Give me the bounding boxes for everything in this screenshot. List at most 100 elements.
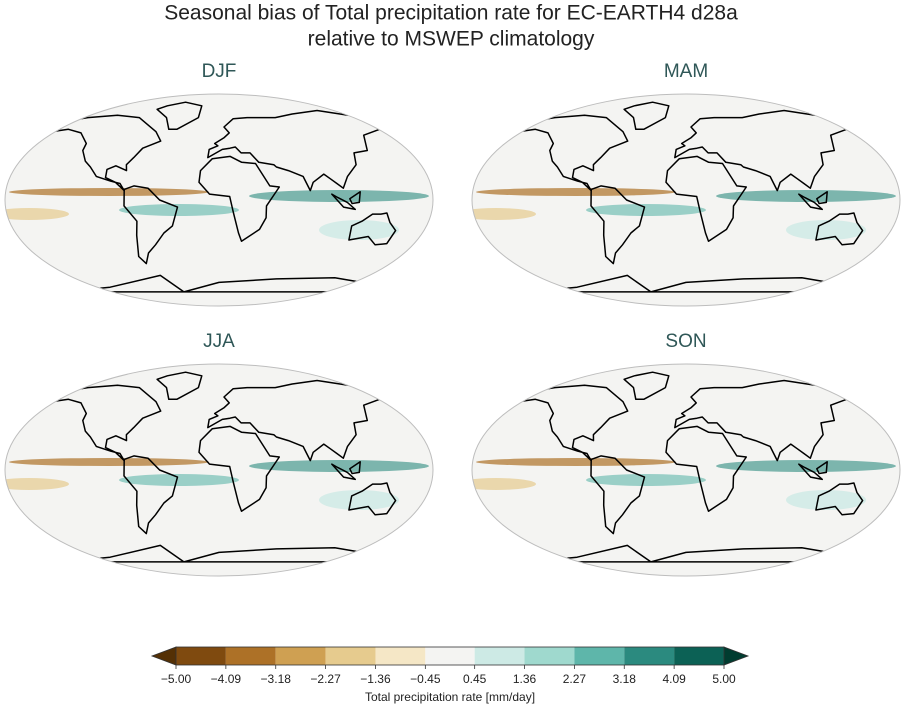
panel-title: SON: [665, 331, 706, 352]
bias-band: [586, 474, 706, 486]
bias-band: [249, 460, 429, 472]
coastline: [517, 384, 629, 462]
bias-band: [249, 190, 429, 202]
colorbar-bin: [375, 647, 426, 665]
colorbar-tick-label: −5.00: [161, 672, 192, 686]
map-field: [5, 101, 429, 293]
colorbar-tick-label: 5.00: [712, 672, 736, 686]
panel-title: DJF: [202, 61, 237, 82]
coastline: [348, 482, 397, 516]
map-background: [472, 364, 900, 576]
map-panel: JJA: [4, 331, 434, 577]
map-border: [471, 93, 901, 307]
colorbar-bin: [574, 647, 625, 665]
colorbar-bin: [524, 647, 575, 665]
colorbar-tick-label: −0.45: [410, 672, 441, 686]
colorbar-tick-label: 3.18: [613, 672, 637, 686]
coastline: [816, 461, 828, 475]
colorbar-under: [150, 646, 177, 666]
bias-band: [119, 204, 239, 216]
colorbar-tick-label: −3.18: [261, 672, 292, 686]
colorbar-tick-label: 1.36: [513, 672, 537, 686]
colorbar-bin: [674, 647, 724, 665]
map-panel: MAM: [471, 61, 901, 307]
coastline: [156, 101, 203, 131]
title-line: Seasonal bias of Total precipitation rat…: [164, 2, 738, 25]
bias-band: [716, 190, 896, 202]
panel-title: JJA: [203, 331, 235, 352]
panel-title: MAM: [664, 61, 708, 82]
coastline: [623, 101, 670, 131]
colorbar-label: Total precipitation rate [mm/day]: [365, 690, 535, 704]
colorbar-frame: [175, 646, 725, 666]
map-background: [472, 94, 900, 306]
title-line: relative to MSWEP climatology: [308, 28, 595, 51]
colorbar-over: [723, 646, 750, 666]
coastline: [590, 185, 646, 265]
bias-band: [9, 458, 209, 466]
colorbar-tick-label: −2.27: [310, 672, 341, 686]
colorbar-tick-label: 4.09: [662, 672, 686, 686]
map-panel: SON: [471, 331, 901, 577]
coastline: [674, 109, 861, 192]
coastline: [198, 425, 281, 512]
coastline: [331, 193, 357, 211]
coastline: [198, 155, 281, 242]
bias-band: [9, 188, 209, 196]
coastline: [156, 371, 203, 401]
colorbar-bin: [624, 647, 675, 665]
coastline: [798, 463, 824, 481]
coastline: [50, 384, 162, 462]
coastline: [798, 193, 824, 211]
map-background: [5, 364, 433, 576]
map-border: [4, 363, 434, 577]
coastline: [331, 463, 357, 481]
colorbar-tick-label: −4.09: [211, 672, 242, 686]
bias-band: [586, 204, 706, 216]
coastline: [674, 379, 861, 462]
map-background: [5, 94, 433, 306]
coastline: [815, 482, 864, 516]
bias-band: [5, 208, 69, 220]
colorbar-tick-label: 0.45: [463, 672, 487, 686]
map-panel: DJF: [4, 61, 434, 307]
colorbar-tick-label: 2.27: [563, 672, 587, 686]
colorbar-bin: [275, 647, 326, 665]
coastline: [123, 455, 179, 535]
coastline: [123, 185, 179, 265]
map-field: [472, 101, 896, 293]
coastline: [816, 191, 828, 205]
colorbar-bin: [325, 647, 376, 665]
bias-band: [476, 458, 676, 466]
map-field: [5, 371, 429, 563]
coastline: [50, 114, 162, 192]
bias-band: [476, 188, 676, 196]
bias-band: [786, 220, 866, 240]
bias-band: [119, 474, 239, 486]
bias-band: [716, 460, 896, 472]
bias-band: [319, 220, 399, 240]
bias-band: [472, 208, 536, 220]
coastline: [349, 191, 361, 205]
colorbar-bin: [474, 647, 525, 665]
colorbar-bin: [176, 647, 226, 665]
coastline: [665, 155, 748, 242]
coastline: [348, 212, 397, 246]
coastline: [815, 212, 864, 246]
coastline: [517, 114, 629, 192]
colorbar-bin: [425, 647, 475, 665]
colorbar: −5.00 −4.09 −3.18 −2.27 −1.36 −0.45 0.45 1.36 2.…: [150, 646, 750, 704]
colorbar-tick-label: −1.36: [360, 672, 391, 686]
bias-band: [5, 478, 69, 490]
bias-band: [786, 490, 866, 510]
bias-band: [319, 490, 399, 510]
map-border: [471, 363, 901, 577]
coastline: [207, 109, 394, 192]
map-border: [4, 93, 434, 307]
coastline: [590, 455, 646, 535]
coastline: [349, 461, 361, 475]
coastline: [665, 425, 748, 512]
coastline: [623, 371, 670, 401]
